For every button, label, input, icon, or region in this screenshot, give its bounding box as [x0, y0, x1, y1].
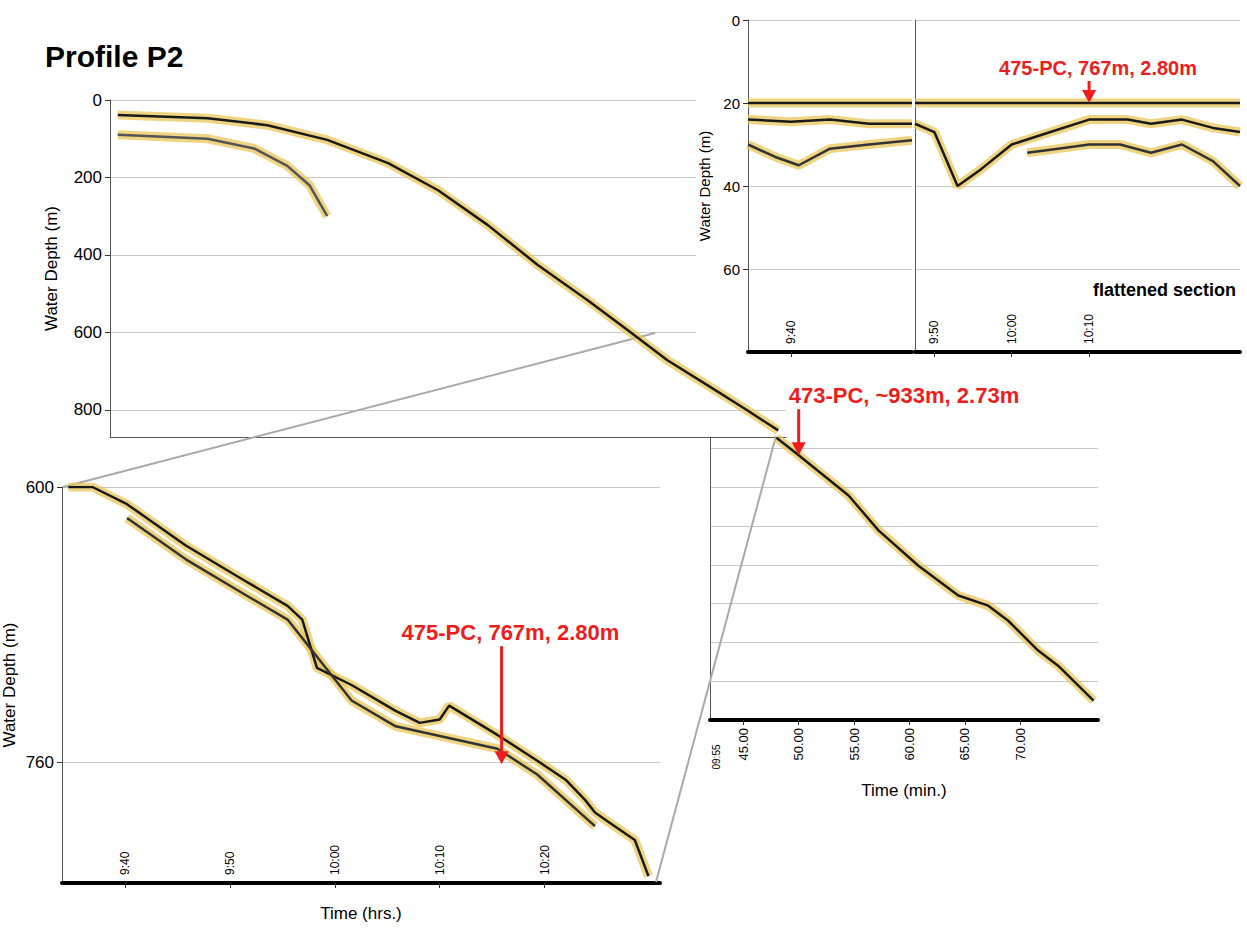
svg-text:10:20: 10:20 — [538, 845, 552, 875]
svg-text:70.00: 70.00 — [1013, 728, 1028, 761]
svg-text:10:00: 10:00 — [328, 845, 342, 875]
svg-text:60.00: 60.00 — [902, 728, 917, 761]
svg-text:40: 40 — [723, 178, 740, 195]
svg-text:45.00: 45.00 — [736, 728, 751, 761]
svg-text:Time (min.): Time (min.) — [861, 781, 946, 800]
svg-text:Water Depth (m): Water Depth (m) — [0, 622, 19, 747]
svg-text:20: 20 — [723, 95, 740, 112]
svg-text:60: 60 — [723, 261, 740, 278]
svg-text:10:10: 10:10 — [433, 845, 447, 875]
svg-text:55.00: 55.00 — [847, 728, 862, 761]
svg-text:9:50: 9:50 — [223, 851, 237, 875]
svg-text:400: 400 — [74, 245, 102, 264]
svg-text:09:55: 09:55 — [711, 744, 722, 769]
svg-text:Water Depth (m): Water Depth (m) — [696, 131, 713, 241]
svg-text:760: 760 — [26, 753, 54, 772]
svg-text:Water Depth (m): Water Depth (m) — [42, 206, 61, 331]
svg-text:600: 600 — [26, 478, 54, 497]
svg-text:Profile P2: Profile P2 — [45, 40, 183, 73]
svg-text:Time (hrs.): Time (hrs.) — [320, 904, 402, 923]
svg-text:475-PC, 767m, 2.80m: 475-PC, 767m, 2.80m — [999, 57, 1197, 79]
svg-text:600: 600 — [74, 323, 102, 342]
svg-text:9:50: 9:50 — [927, 320, 941, 344]
svg-text:10:00: 10:00 — [1005, 314, 1019, 344]
svg-text:0: 0 — [732, 12, 740, 29]
svg-text:475-PC, 767m, 2.80m: 475-PC, 767m, 2.80m — [402, 620, 620, 645]
svg-text:flattened section: flattened section — [1093, 280, 1236, 300]
svg-text:800: 800 — [74, 400, 102, 419]
svg-text:9:40: 9:40 — [784, 320, 798, 344]
svg-text:50.00: 50.00 — [791, 728, 806, 761]
svg-text:473-PC, ~933m, 2.73m: 473-PC, ~933m, 2.73m — [789, 383, 1020, 408]
svg-text:9:40: 9:40 — [118, 851, 132, 875]
svg-text:200: 200 — [74, 168, 102, 187]
svg-text:0: 0 — [93, 91, 102, 110]
svg-text:65.00: 65.00 — [957, 728, 972, 761]
svg-text:10:10: 10:10 — [1082, 314, 1096, 344]
